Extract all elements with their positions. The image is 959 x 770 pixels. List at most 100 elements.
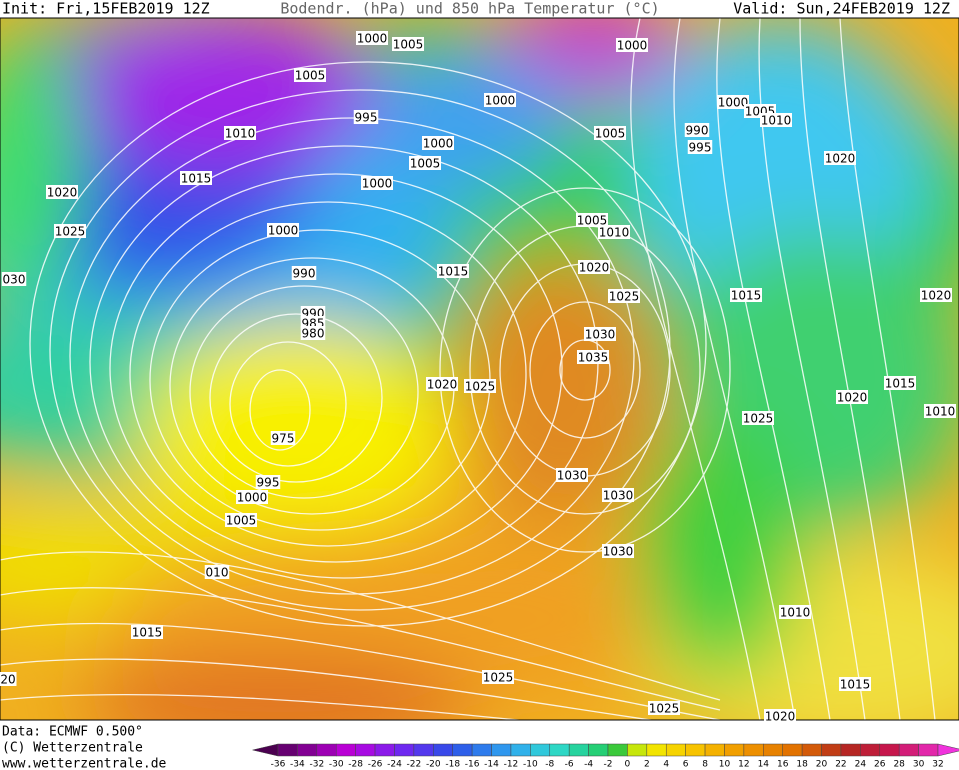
scale-tick-label: 4 <box>663 760 669 770</box>
scale-tick-label: 32 <box>932 760 943 770</box>
isobar-label: 1005 <box>295 69 326 83</box>
map-frame <box>0 17 959 721</box>
isobar-label: 1010 <box>780 606 811 620</box>
isobar-label: 1010 <box>599 226 630 240</box>
isobar-label: 995 <box>689 141 712 155</box>
isobar-label-box <box>437 264 469 278</box>
isobar-label: 1020 <box>47 186 78 200</box>
isobar-label: 1035 <box>578 351 609 365</box>
isobar-label: 1010 <box>225 127 256 141</box>
scale-bin <box>743 743 764 757</box>
isobar-label-box <box>1 272 27 286</box>
isobar <box>109 173 563 563</box>
isobar <box>630 18 761 720</box>
scale-tick-label: -16 <box>465 760 480 770</box>
scale-tick-label: -32 <box>309 760 324 770</box>
isobar-label: 1010 <box>925 405 956 419</box>
isobar <box>673 18 796 720</box>
isobar-label-box <box>576 213 608 227</box>
isobar <box>49 89 671 611</box>
isobar-label-box <box>924 404 956 418</box>
copyright: (C) Wetterzentrale <box>2 741 143 756</box>
scale-tick-label: 8 <box>702 760 708 770</box>
scale-tick-label: -20 <box>426 760 441 770</box>
isobar <box>839 18 936 720</box>
isobar <box>249 369 311 451</box>
isobar-label: 1015 <box>840 678 871 692</box>
isobar-label-box <box>684 123 710 137</box>
isobar-lines <box>0 18 936 720</box>
isobar <box>758 18 866 720</box>
isobar-label: 995 <box>355 111 378 125</box>
isobar-label: 1025 <box>55 225 86 239</box>
scale-tick-label: 0 <box>625 760 631 770</box>
isobar-label: 20 <box>0 673 15 687</box>
isobar <box>439 187 731 553</box>
isobar-label-box <box>392 37 424 51</box>
isobar-label: 1015 <box>181 172 212 186</box>
isobar-label-box <box>422 136 454 150</box>
isobar <box>0 587 721 711</box>
isobar <box>529 301 641 439</box>
scale-arrow <box>937 743 959 757</box>
isobar-label-box <box>602 544 634 558</box>
isobar-label-box <box>598 225 630 239</box>
isobar-label: 1000 <box>268 224 299 238</box>
scale-tick-label: -28 <box>348 760 363 770</box>
scale-tick-label: -2 <box>604 760 613 770</box>
website: www.wetterzentrale.de <box>2 757 167 770</box>
scale-bin <box>724 743 745 757</box>
isobar-label-box <box>353 110 379 124</box>
isobar-label-box <box>594 126 626 140</box>
isobar-label: 1000 <box>362 177 393 191</box>
scale-tick-label: -36 <box>271 760 286 770</box>
isobar-label-box <box>578 260 610 274</box>
isobar-label: 010 <box>206 566 229 580</box>
isobar-label-box <box>730 288 762 302</box>
isobar-label-box <box>294 68 326 82</box>
scale-tick-label: -22 <box>407 760 422 770</box>
scale-tick-label: -14 <box>484 760 499 770</box>
isobar-label-box <box>584 327 616 341</box>
isobar-label: 1025 <box>743 412 774 426</box>
isobar-label-box <box>839 677 871 691</box>
scale-bin <box>918 743 939 757</box>
scale-tick-label: -6 <box>565 760 574 770</box>
scale-bin <box>355 743 376 757</box>
scale-tick-label: -18 <box>445 760 460 770</box>
isobar <box>129 201 527 547</box>
scale-tick-label: -30 <box>329 760 344 770</box>
scale-bin <box>821 743 842 757</box>
isobar-label-box <box>204 565 230 579</box>
scale-tick-label: 22 <box>835 760 846 770</box>
isobar-label: 1000 <box>617 39 648 53</box>
isobar-label-box <box>270 431 296 445</box>
scale-tick-label: 28 <box>893 760 905 770</box>
isobar-label-box <box>464 379 496 393</box>
isobar-label-box <box>409 156 441 170</box>
isobar-label: 995 <box>257 476 280 490</box>
scale-bin <box>316 743 337 757</box>
isobar-label: 1000 <box>357 32 388 46</box>
scale-bin <box>860 743 881 757</box>
scale-tick-label: -4 <box>584 760 593 770</box>
isobar-label-box <box>824 151 856 165</box>
scale-bin <box>549 743 570 757</box>
scale-tick-label: -10 <box>523 760 538 770</box>
scale-bin <box>433 743 453 757</box>
isobar <box>69 117 635 595</box>
scale-tick-label: -8 <box>545 760 554 770</box>
isobar-label-box <box>884 376 916 390</box>
isobar-label-box <box>0 672 17 686</box>
isobar-label: 1020 <box>921 289 952 303</box>
isobar-label: 1030 <box>603 545 634 559</box>
isobar-label: 1030 <box>603 489 634 503</box>
isobar-label: 1000 <box>485 94 516 108</box>
isobar-label-box <box>236 490 268 504</box>
scale-bin <box>297 743 318 757</box>
isobar <box>0 658 655 720</box>
scale-bin <box>898 743 919 757</box>
scale-bin <box>801 743 822 757</box>
scale-tick-label: 14 <box>758 760 770 770</box>
